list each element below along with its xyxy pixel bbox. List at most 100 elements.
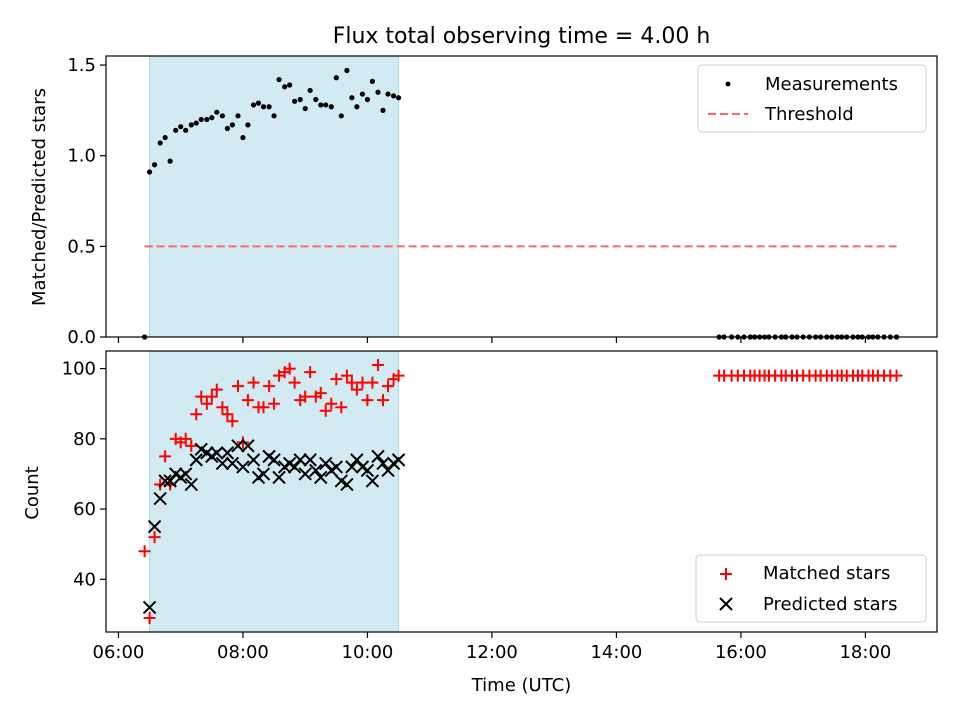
measurement-point — [344, 67, 350, 74]
matched-star-point — [304, 366, 317, 379]
measurements-legend-label: Measurements — [765, 74, 898, 95]
ratio-ytick-label: 0.0 — [67, 327, 96, 348]
predicted-star-point — [360, 463, 375, 478]
ratio-ytick-label: 1.0 — [67, 146, 96, 167]
predicted-star-point — [272, 470, 286, 485]
matched-star-point — [195, 390, 208, 403]
count-xticks: 06:00 08:00 10:00 12:00 14:00 16:00 18:00 — [93, 632, 891, 663]
predicted-star-point — [309, 463, 323, 478]
measurement-point — [266, 104, 272, 110]
matched-star-point — [226, 415, 239, 428]
matched-star-point — [325, 397, 338, 410]
count-y-axis-label: Count — [22, 466, 43, 519]
matched-star-point — [299, 390, 312, 403]
x-axis-label: Time (UTC) — [471, 675, 572, 696]
measurement-point — [224, 125, 230, 132]
measurement-point — [276, 76, 282, 83]
matched-star-point — [247, 376, 260, 389]
matched-star-point — [231, 380, 244, 393]
predicted-star-point — [178, 467, 193, 481]
measurement-point — [245, 122, 251, 128]
matched-star-point — [345, 376, 358, 389]
ratio-panel: 0.0 0.5 1.0 1.5 Matched/Predicted stars Mea… — [29, 55, 938, 348]
predicted-star-point — [329, 460, 344, 474]
predicted-star-point — [340, 477, 354, 492]
measurement-point — [292, 98, 298, 104]
chart-title: Flux total observing time = 4.00 h — [333, 24, 711, 49]
matched-star-point — [205, 390, 218, 403]
measurement-point — [271, 113, 277, 119]
count-yticks: 40 60 80 100 — [62, 359, 106, 590]
ratio-legend: Measurements Threshold — [697, 64, 927, 133]
count-window-layer — [149, 350, 400, 633]
measurement-point — [375, 89, 381, 95]
measurement-point — [204, 116, 210, 123]
matched-star-point — [263, 380, 276, 393]
matched-star-point — [190, 408, 203, 421]
matched-star-point — [381, 380, 394, 393]
measurement-point — [260, 104, 267, 110]
matched-star-point — [335, 401, 348, 414]
predicted-star-point — [319, 456, 333, 471]
measurement-point — [333, 75, 339, 81]
predicted-star-point — [210, 446, 224, 460]
predicted-star-point — [215, 456, 230, 471]
predicted-star-point — [220, 446, 235, 460]
measurement-point — [167, 158, 173, 164]
matched-star-point — [257, 401, 270, 414]
measurement-point — [318, 102, 324, 108]
measurement-point — [235, 113, 241, 119]
matched-star-point — [148, 531, 161, 544]
predicted-star-point — [391, 453, 406, 467]
matched-star-point — [216, 401, 229, 414]
predicted-star-point — [163, 474, 177, 488]
measurement-point — [323, 102, 329, 108]
predicted-star-point — [246, 453, 261, 467]
measurement-point — [209, 115, 215, 121]
predicted-star-point — [381, 463, 395, 478]
predicted-star-point — [365, 474, 380, 488]
measurement-point — [385, 91, 391, 97]
measurement-point — [188, 122, 194, 128]
measurement-point — [219, 113, 226, 119]
predicted-star-point — [231, 439, 245, 453]
measurement-point — [307, 87, 313, 94]
predicted-star-point — [376, 456, 390, 471]
measurement-point — [359, 91, 366, 97]
matched-star-point — [143, 611, 156, 624]
predicted-star-point — [293, 453, 307, 467]
matched-legend-marker — [720, 568, 732, 580]
ratio-observing-window — [149, 55, 400, 338]
measurement-point — [157, 140, 163, 146]
measurement-point — [328, 104, 334, 110]
ratio-points-layer — [141, 67, 900, 340]
matched-star-point — [366, 376, 379, 389]
measurement-point — [338, 113, 344, 119]
predicted-star-point — [236, 460, 250, 474]
measurement-point — [146, 169, 153, 175]
predicted-star-point — [303, 453, 317, 467]
matched-star-point — [241, 394, 254, 407]
measurement-point — [250, 102, 257, 108]
ratio-ytick-label: 0.5 — [67, 236, 96, 257]
measurement-point — [297, 96, 303, 103]
count-axes-frame — [105, 350, 938, 633]
predicted-star-point — [267, 453, 281, 467]
count-observing-window — [149, 350, 400, 633]
matched-star-point — [319, 404, 332, 417]
predicted-legend-marker — [719, 597, 733, 611]
ratio-xticks — [117, 337, 867, 343]
matched-star-point — [372, 359, 385, 372]
ratio-ytick-label: 1.5 — [67, 55, 96, 76]
count-xtick-label: 10:00 — [342, 642, 394, 663]
ratio-y-axis-label: Matched/Predicted stars — [29, 88, 50, 306]
matched-star-point — [268, 397, 281, 410]
matched-star-point — [236, 436, 249, 449]
count-xtick-label: 14:00 — [590, 642, 642, 663]
matched-star-point — [288, 376, 301, 389]
threshold-legend-label: Threshold — [764, 104, 854, 125]
matched-star-point — [350, 383, 363, 396]
predicted-star-point — [256, 467, 271, 481]
measurement-point — [282, 84, 288, 90]
matched-legend-label: Matched stars — [763, 563, 890, 584]
